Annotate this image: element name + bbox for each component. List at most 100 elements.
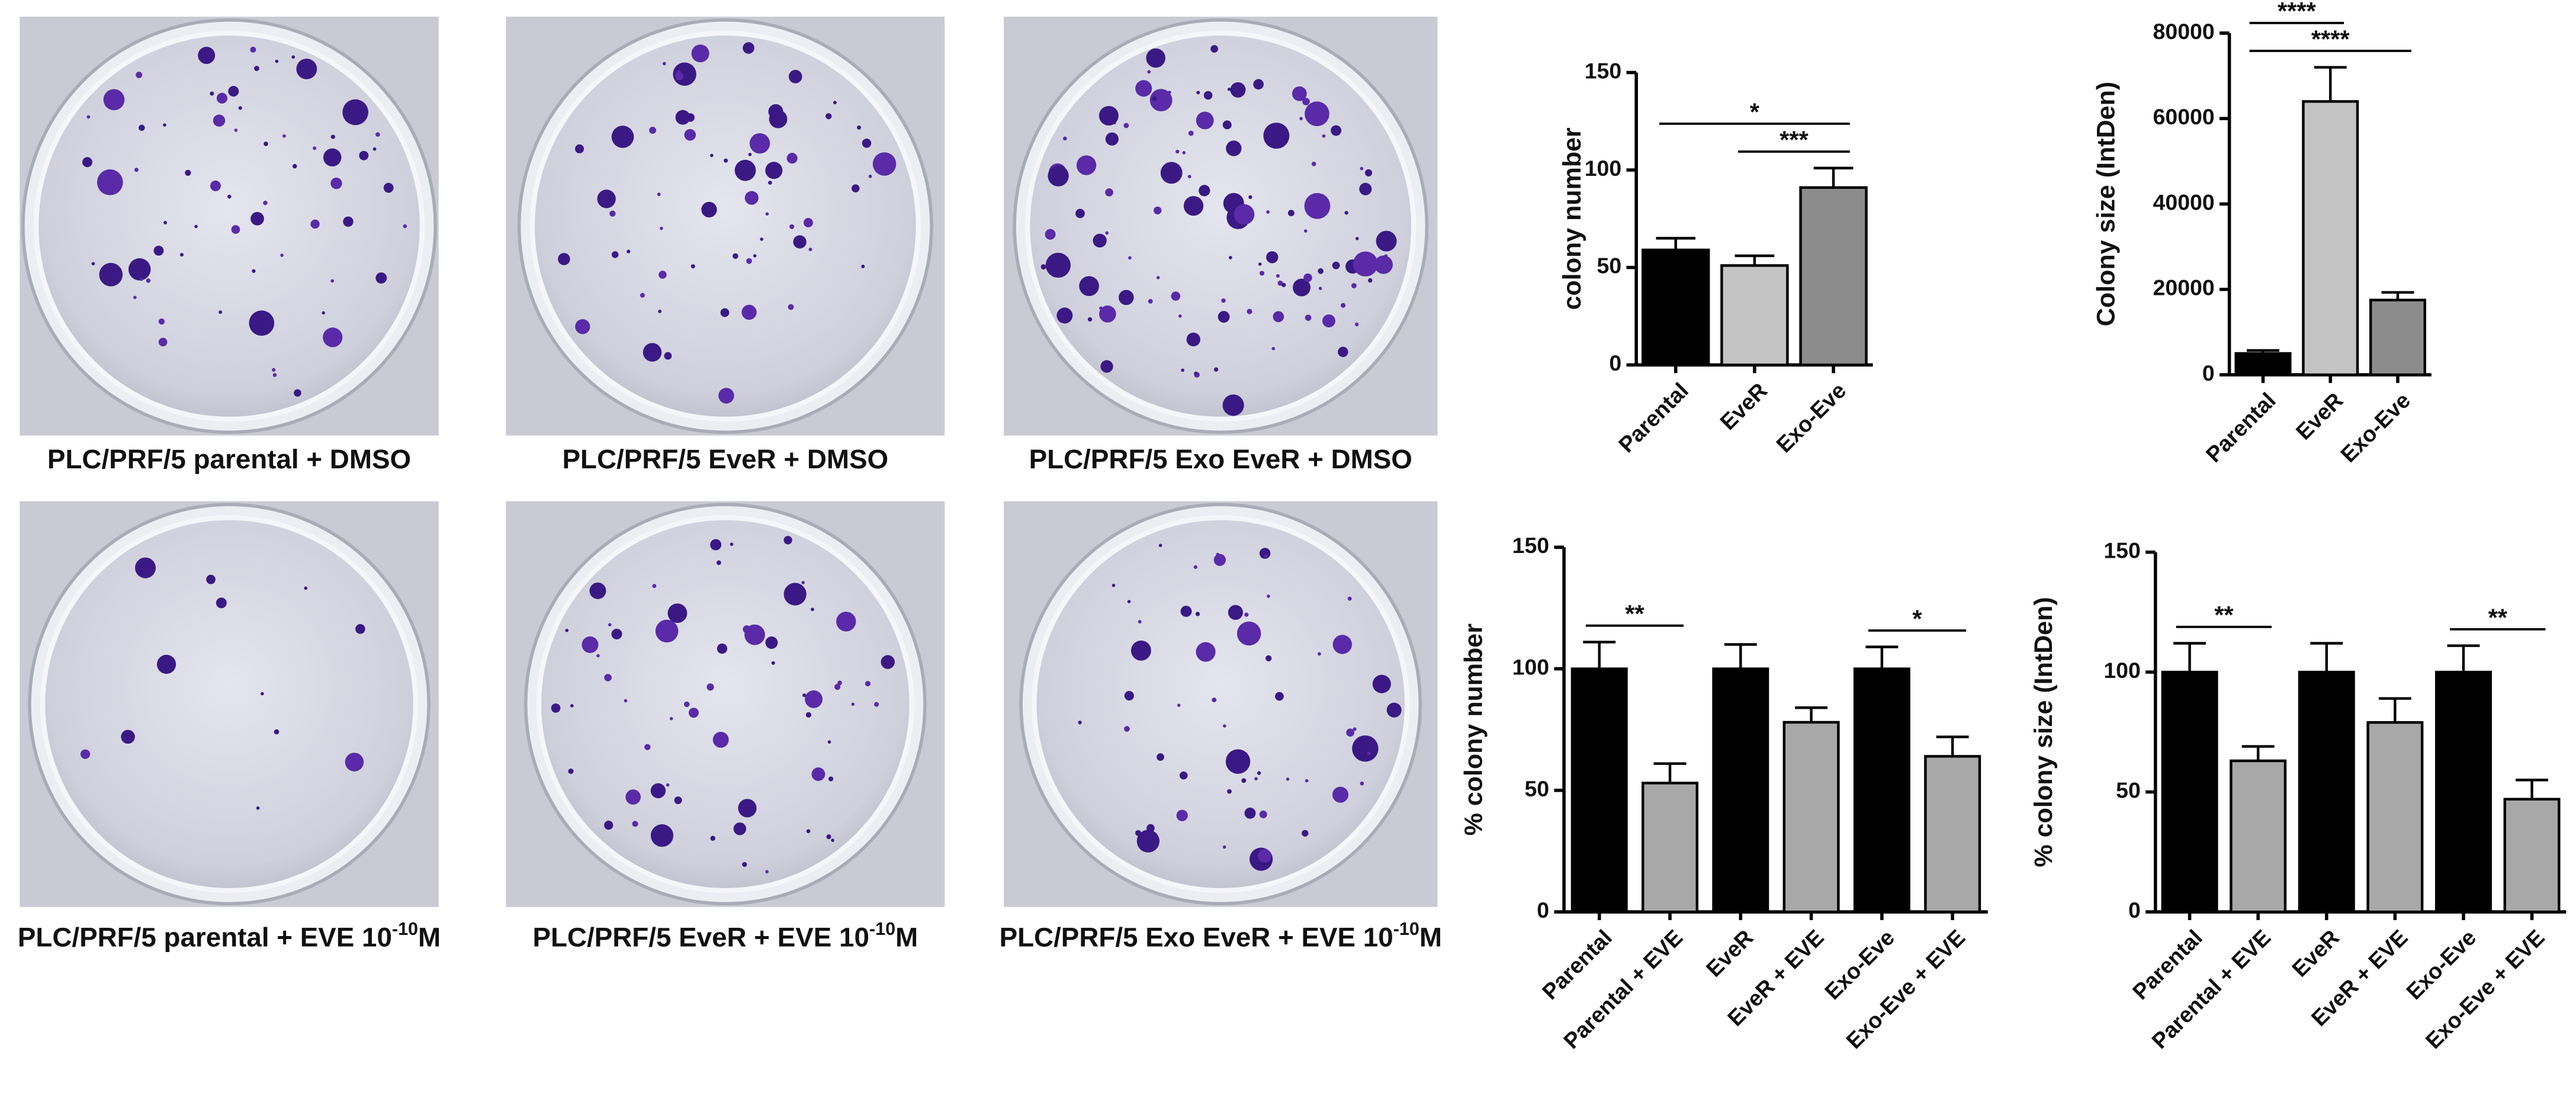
colony xyxy=(831,838,834,842)
colony xyxy=(1148,298,1153,304)
colony xyxy=(1364,169,1373,176)
colony xyxy=(179,253,184,257)
colony xyxy=(650,783,666,799)
colony xyxy=(1292,86,1307,101)
colony xyxy=(1099,306,1116,323)
colony xyxy=(1341,303,1346,308)
colony xyxy=(1303,229,1308,233)
colony xyxy=(139,124,145,131)
y-tick-label: 100 xyxy=(1512,654,1549,679)
colony xyxy=(1236,621,1261,646)
colony xyxy=(753,254,757,258)
x-tick-label: Exo-Eve xyxy=(2336,388,2415,467)
colony xyxy=(1124,690,1134,701)
significance-label: **** xyxy=(2278,0,2317,25)
colony xyxy=(765,212,769,216)
caption-text: PLC/PRF/5 Exo EveR + EVE 10 xyxy=(1000,922,1393,952)
colony xyxy=(135,557,156,578)
colony xyxy=(1228,605,1244,620)
colony xyxy=(163,123,166,127)
x-tick-label: Parental xyxy=(1614,378,1693,457)
significance-label: *** xyxy=(1780,126,1809,154)
colony xyxy=(625,789,641,805)
colony xyxy=(256,806,260,810)
colony xyxy=(1105,188,1113,197)
y-tick-label: 0 xyxy=(2202,361,2215,385)
colony xyxy=(724,158,728,163)
caption-text: PLC/PRF/5 Exo EveR + DMSO xyxy=(1029,444,1412,474)
colony xyxy=(805,712,812,718)
colony xyxy=(1183,196,1204,216)
y-tick-label: 0 xyxy=(1609,351,1621,375)
caption-suffix: M xyxy=(1419,922,1442,952)
colony xyxy=(1263,123,1290,149)
colony xyxy=(216,92,228,104)
colony xyxy=(589,582,606,599)
colony xyxy=(1223,724,1226,728)
colony xyxy=(632,821,638,827)
colony xyxy=(666,783,670,787)
colony xyxy=(1257,771,1261,775)
caption-superscript: -10 xyxy=(1393,919,1419,939)
colony xyxy=(272,373,277,377)
photo-caption: PLC/PRF/5 EveR + DMSO xyxy=(563,444,889,474)
colony xyxy=(1149,89,1173,112)
x-tick-label: EveR xyxy=(1701,925,1758,982)
colony xyxy=(744,624,765,645)
colony xyxy=(730,542,734,546)
colony xyxy=(1130,640,1151,661)
colony xyxy=(1248,195,1252,200)
colony xyxy=(1318,287,1322,290)
y-tick-label: 80000 xyxy=(2153,19,2215,44)
colony xyxy=(765,162,783,179)
colony xyxy=(783,583,807,606)
colony xyxy=(1146,824,1155,832)
photo-caption: PLC/PRF/5 EveR + EVE 10-10M xyxy=(532,919,918,952)
colony xyxy=(760,237,763,241)
colony xyxy=(1271,346,1276,351)
colony xyxy=(1302,98,1310,105)
colony xyxy=(1347,596,1352,601)
colony xyxy=(768,181,772,185)
colony xyxy=(558,253,570,265)
colony xyxy=(1311,162,1316,166)
bar xyxy=(1924,755,1981,914)
bar xyxy=(1642,782,1699,914)
colony xyxy=(82,157,92,168)
colony xyxy=(1346,728,1354,737)
colony xyxy=(1227,88,1231,91)
colony xyxy=(684,128,696,141)
colony xyxy=(1196,642,1216,662)
bar xyxy=(2503,798,2561,914)
caption-superscript: -10 xyxy=(869,919,895,939)
colony xyxy=(683,701,690,708)
colony xyxy=(1281,282,1286,287)
dish-photo xyxy=(1004,17,1438,436)
colony xyxy=(291,55,295,59)
significance-label: ** xyxy=(1625,600,1644,628)
colony xyxy=(744,191,759,205)
dish-photo xyxy=(20,17,439,436)
colony xyxy=(1056,307,1073,324)
colony xyxy=(710,835,715,841)
colony xyxy=(1093,233,1107,248)
y-tick-label: 20000 xyxy=(2153,275,2215,300)
colony xyxy=(163,221,168,224)
colony xyxy=(667,603,688,623)
colony xyxy=(121,729,135,744)
colony xyxy=(1113,121,1116,124)
colony xyxy=(688,708,699,718)
colony xyxy=(1225,749,1251,774)
colony xyxy=(383,182,394,193)
colony xyxy=(1100,360,1113,373)
colony xyxy=(261,692,264,696)
colony xyxy=(640,292,645,298)
colony xyxy=(1076,155,1097,175)
colony xyxy=(1254,777,1258,781)
colony xyxy=(801,581,805,584)
x-tick-label: EveR xyxy=(2291,388,2348,445)
colony xyxy=(837,680,842,686)
colony xyxy=(1176,809,1188,821)
colony xyxy=(659,271,667,279)
colony xyxy=(234,128,238,132)
